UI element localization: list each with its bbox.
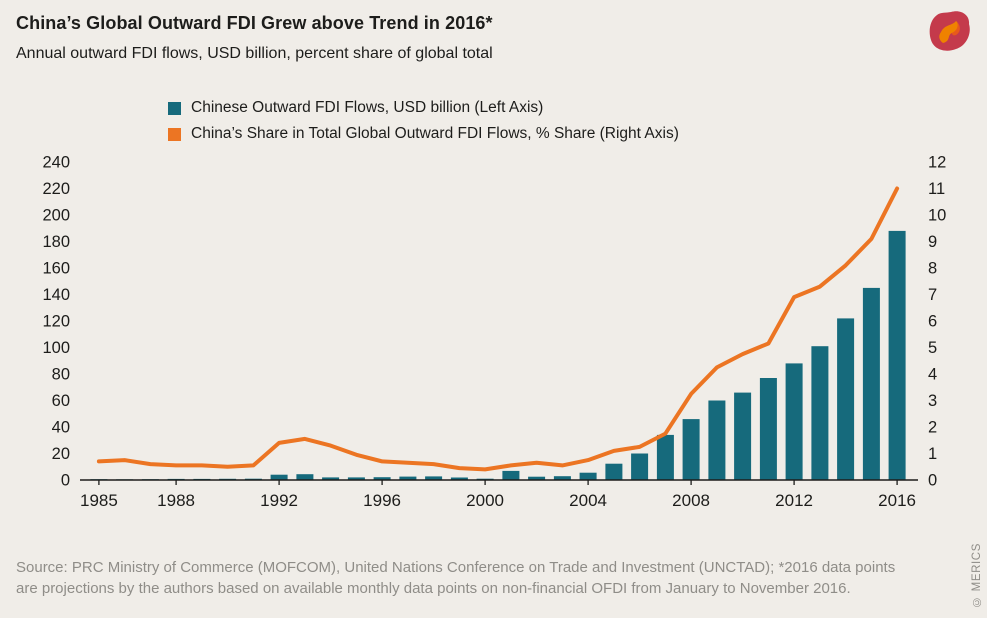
right-axis-label: 1 — [928, 445, 937, 463]
left-axis-label: 120 — [42, 313, 70, 331]
legend-item-global-share: China’s Share in Total Global Outward FD… — [168, 125, 679, 143]
fdi-combo-chart: 0204060801001201401601802002202400123456… — [42, 154, 946, 511]
bar-2011 — [759, 378, 777, 480]
bar-1992 — [270, 474, 288, 480]
x-axis-label: 1988 — [157, 491, 195, 510]
bar-2001 — [502, 470, 520, 480]
left-axis-label: 140 — [42, 286, 70, 304]
legend-swatch-line — [168, 127, 181, 141]
x-axis-label: 1996 — [363, 491, 401, 510]
bar-2008 — [682, 419, 700, 480]
chart-legend: Chinese Outward FDI Flows, USD billion (… — [168, 99, 679, 143]
legend-item-fdi-flows: Chinese Outward FDI Flows, USD billion (… — [168, 99, 679, 117]
bar-1995 — [347, 477, 365, 480]
left-axis-label: 60 — [52, 392, 70, 410]
bar-1997 — [399, 476, 417, 480]
bar-2013 — [811, 346, 829, 480]
right-axis-label: 3 — [928, 392, 937, 410]
bar-2003 — [553, 476, 571, 480]
x-axis-label: 2012 — [775, 491, 813, 510]
merics-logo-icon — [929, 11, 970, 51]
left-axis-label: 180 — [42, 233, 70, 251]
source-note-line1: Source: PRC Ministry of Commerce (MOFCOM… — [16, 559, 896, 576]
left-axis-label: 220 — [42, 180, 70, 198]
merics-watermark: © MERICS — [971, 543, 983, 608]
right-axis-label: 2 — [928, 419, 937, 437]
bar-2007 — [656, 434, 674, 480]
bar-2010 — [734, 392, 752, 480]
bar-2006 — [631, 453, 649, 480]
left-axis-label: 160 — [42, 260, 70, 278]
x-axis-label: 2016 — [878, 491, 916, 510]
left-axis-label: 200 — [42, 207, 70, 225]
x-axis-label: 2004 — [569, 491, 607, 510]
left-axis-label: 0 — [61, 472, 70, 490]
legend-label-global-share: China’s Share in Total Global Outward FD… — [191, 125, 679, 142]
source-note: Source: PRC Ministry of Commerce (MOFCOM… — [16, 558, 916, 599]
bar-1994 — [322, 477, 340, 480]
left-axis-label: 40 — [52, 419, 70, 437]
right-axis-label: 12 — [928, 154, 946, 172]
right-axis-label: 5 — [928, 339, 937, 357]
left-axis-label: 20 — [52, 445, 70, 463]
bar-2005 — [605, 463, 623, 480]
bar-2012 — [785, 363, 803, 480]
legend-swatch-bars — [168, 101, 181, 115]
bar-2009 — [708, 400, 726, 480]
left-axis-label: 80 — [52, 366, 70, 384]
left-axis-label: 240 — [42, 154, 70, 172]
left-axis-label: 100 — [42, 339, 70, 357]
right-axis-label: 11 — [928, 180, 945, 198]
right-axis-label: 10 — [928, 207, 946, 225]
share-line — [96, 186, 900, 472]
x-axis-label: 1985 — [80, 491, 118, 510]
right-axis-label: 6 — [928, 313, 937, 331]
bar-2014 — [837, 318, 855, 480]
bar-2004 — [579, 472, 597, 480]
bar-1993 — [296, 474, 314, 480]
page-subtitle: Annual outward FDI flows, USD billion, p… — [16, 45, 493, 62]
bar-2016 — [888, 230, 906, 480]
bar-2015 — [862, 287, 880, 480]
legend-label-fdi-flows: Chinese Outward FDI Flows, USD billion (… — [191, 99, 544, 116]
bar-1996 — [373, 477, 391, 480]
right-axis-label: 9 — [928, 233, 937, 251]
source-note-line2: are projections by the authors based on … — [16, 579, 851, 597]
right-axis-label: 4 — [928, 366, 937, 384]
right-axis-label: 8 — [928, 260, 937, 278]
x-axis-label: 2000 — [466, 491, 504, 510]
bar-1999 — [450, 477, 468, 480]
page-title: China’s Global Outward FDI Grew above Tr… — [16, 13, 493, 33]
bar-1998 — [425, 476, 443, 480]
bar-2002 — [528, 476, 546, 480]
x-axis-label: 2008 — [672, 491, 710, 510]
right-axis-label: 0 — [928, 472, 937, 490]
right-axis-label: 7 — [928, 286, 937, 304]
x-axis-label: 1992 — [260, 491, 298, 510]
